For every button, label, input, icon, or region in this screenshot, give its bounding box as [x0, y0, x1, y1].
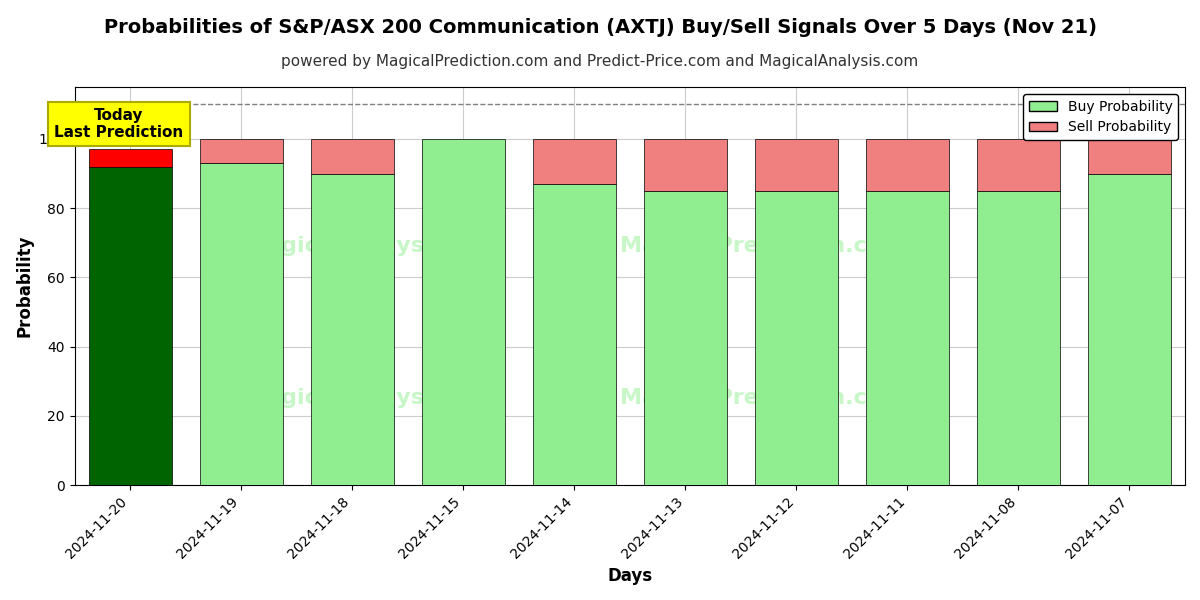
- Bar: [311, 139, 394, 173]
- Bar: [89, 167, 172, 485]
- Bar: [643, 191, 727, 485]
- Bar: [533, 139, 616, 184]
- Bar: [755, 191, 838, 485]
- Bar: [977, 191, 1060, 485]
- Bar: [865, 139, 949, 191]
- Bar: [643, 139, 727, 191]
- Legend: Buy Probability, Sell Probability: Buy Probability, Sell Probability: [1024, 94, 1178, 140]
- Text: MagicalAnalysis.com: MagicalAnalysis.com: [244, 388, 505, 407]
- Bar: [199, 163, 283, 485]
- Bar: [1088, 139, 1171, 173]
- Bar: [89, 149, 172, 167]
- Bar: [865, 191, 949, 485]
- Bar: [311, 173, 394, 485]
- Bar: [755, 139, 838, 191]
- Text: Probabilities of S&P/ASX 200 Communication (AXTJ) Buy/Sell Signals Over 5 Days (: Probabilities of S&P/ASX 200 Communicati…: [103, 18, 1097, 37]
- X-axis label: Days: Days: [607, 567, 653, 585]
- Text: Today
Last Prediction: Today Last Prediction: [54, 108, 184, 140]
- Text: MagicalPrediction.com: MagicalPrediction.com: [620, 236, 906, 256]
- Y-axis label: Probability: Probability: [16, 235, 34, 337]
- Text: MagicalPrediction.com: MagicalPrediction.com: [620, 388, 906, 407]
- Text: MagicalAnalysis.com: MagicalAnalysis.com: [244, 236, 505, 256]
- Text: powered by MagicalPrediction.com and Predict-Price.com and MagicalAnalysis.com: powered by MagicalPrediction.com and Pre…: [281, 54, 919, 69]
- Bar: [199, 139, 283, 163]
- Bar: [977, 139, 1060, 191]
- Bar: [421, 139, 505, 485]
- Bar: [1088, 173, 1171, 485]
- Bar: [533, 184, 616, 485]
